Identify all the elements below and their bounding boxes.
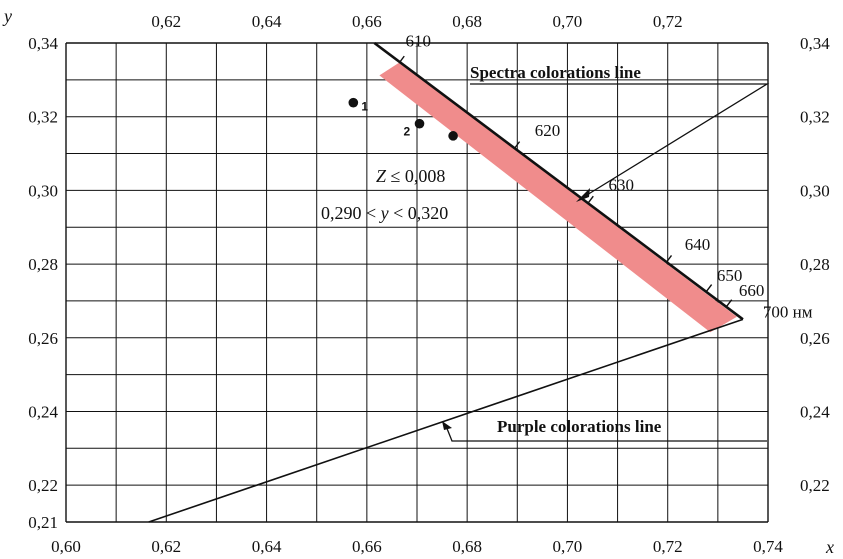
x-top-tick-label: 0,64 [252,12,282,31]
x-top-tick-label: 0,68 [452,12,482,31]
sample-point [414,118,425,129]
wavelength-tick [706,284,713,292]
z-condition-label: Z ≤ 0,008 [376,166,445,186]
x-tick-label: 0,70 [553,537,583,556]
y-right-tick-label: 0,30 [800,181,830,200]
sample-point [448,131,458,141]
x-tick-label: 0,66 [352,537,382,556]
wavelength-label: 620 [535,121,561,140]
sample-points: 12 [348,97,458,141]
x-tick-label: 0,64 [252,537,282,556]
x-top-tick-label: 0,66 [352,12,382,31]
purple-callout-arrowhead [442,421,452,430]
y-left-tick-label: 0,30 [28,181,58,200]
y-condition-label: 0,290 < y < 0,320 [321,203,448,223]
x-tick-label: 0,74 [753,537,783,556]
purple-callout-line [445,425,767,442]
x-top-tick-label: 0,62 [151,12,181,31]
wavelength-tick [514,141,521,149]
x-tick-label: 0,72 [653,537,683,556]
y-right-tick-label: 0,24 [800,402,830,421]
tolerance-band-area [379,62,737,333]
x-tick-label: 0,68 [452,537,482,556]
spectra-callout-line [470,83,770,199]
wavelength-tick [587,195,594,203]
y-left-tick-label: 0,21 [28,513,58,532]
wavelength-tick [398,55,405,63]
tolerance-band [379,62,737,333]
spectral-locus-line [373,41,744,321]
colorations-lines [148,41,744,523]
tick-labels: 0,60 0,62 0,64 0,66 0,68 0,70 0,72 0,74 0,62 0,64… [28,12,830,556]
purple-line [148,318,744,523]
wavelength-label: 700 нм [763,302,813,321]
y-right-tick-label: 0,28 [800,255,830,274]
wavelength-label: 650 [717,266,743,285]
y-axis-label: y [2,6,12,26]
x-tick-label: 0,60 [51,537,81,556]
y-left-tick-label: 0,32 [28,108,58,127]
y-left-tick-label: 0,28 [28,255,58,274]
sample-point-label: 2 [404,125,411,139]
sample-point [348,97,359,108]
y-left-tick-label: 0,24 [28,402,58,421]
wavelength-tick [666,255,673,263]
wavelength-label: 630 [608,176,634,195]
sample-point-label: 1 [361,100,368,114]
y-right-tick-label: 0,32 [800,108,830,127]
y-left-tick-label: 0,26 [28,329,58,348]
y-right-tick-label: 0,26 [800,329,830,348]
spectra-callout-arrowhead [576,188,590,202]
x-top-tick-label: 0,72 [653,12,683,31]
wavelength-tick [726,299,733,307]
y-left-tick-label: 0,22 [28,476,58,495]
x-top-tick-label: 0,70 [553,12,583,31]
x-tick-label: 0,62 [151,537,181,556]
annotations: y x Spectra colorations line Purple colo… [2,6,834,557]
x-axis-label: x [825,537,834,557]
y-right-tick-label: 0,34 [800,34,830,53]
wavelength-label: 640 [685,235,711,254]
y-right-tick-label: 0,22 [800,476,830,495]
wavelength-label: 610 [405,32,431,51]
purple-line-label: Purple colorations line [497,417,662,436]
spectra-line-label: Spectra colorations line [470,63,641,82]
wavelength-label: 660 [739,281,765,300]
y-left-tick-label: 0,34 [28,34,58,53]
